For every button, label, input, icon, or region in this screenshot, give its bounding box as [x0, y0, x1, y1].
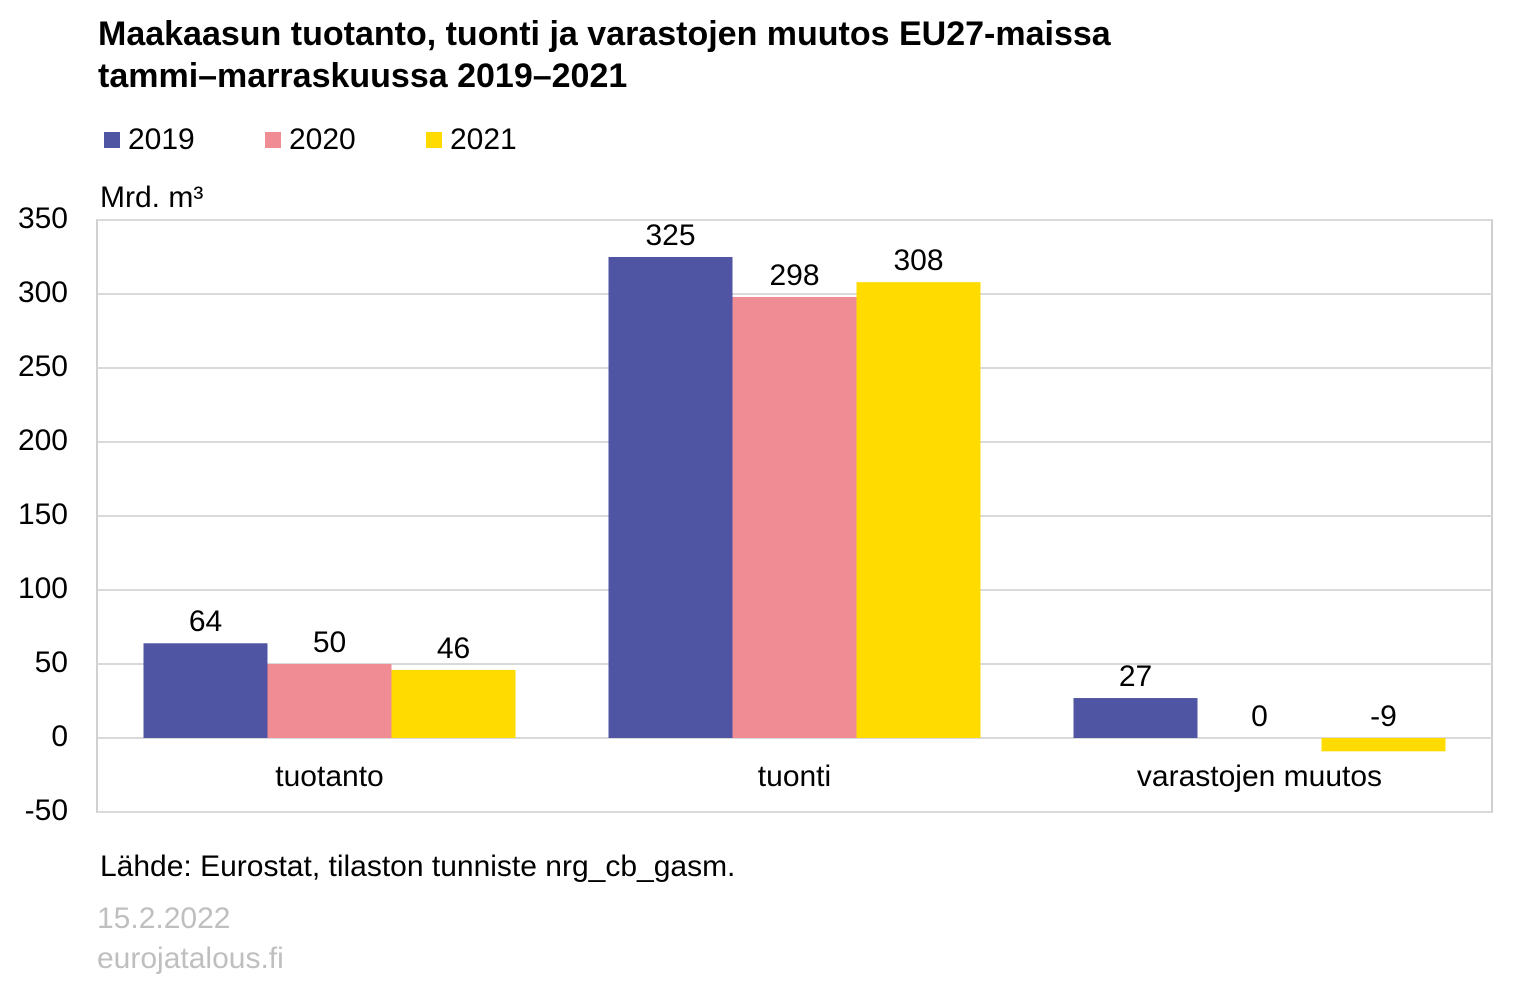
bar	[856, 282, 981, 738]
y-tick-label: 300	[18, 276, 68, 309]
value-label: 64	[189, 605, 222, 638]
y-tick-label: 0	[51, 720, 68, 753]
chart-title: tammi–marraskuussa 2019–2021	[98, 57, 627, 95]
value-label: 50	[313, 626, 346, 659]
bar	[267, 664, 392, 738]
bar	[732, 296, 857, 738]
bar	[1321, 738, 1446, 752]
y-tick-label: 50	[35, 646, 68, 679]
y-axis-label: Mrd. m³	[100, 181, 203, 214]
bar	[143, 643, 268, 738]
value-label: 0	[1251, 700, 1268, 733]
value-label: -9	[1370, 700, 1397, 733]
bar	[391, 669, 516, 738]
legend-label: 2021	[450, 123, 517, 156]
value-label: 308	[893, 244, 943, 277]
y-tick-label: 350	[18, 202, 68, 235]
y-tick-label: 200	[18, 424, 68, 457]
y-tick-label: 150	[18, 498, 68, 531]
chart-title: Maakaasun tuotanto, tuonti ja varastojen…	[98, 15, 1112, 53]
x-tick-label: tuotanto	[275, 760, 383, 793]
value-label: 298	[769, 259, 819, 292]
y-tick-label: 250	[18, 350, 68, 383]
legend-label: 2020	[289, 123, 356, 156]
bar	[1073, 698, 1198, 738]
legend-swatch	[104, 132, 120, 148]
legend-swatch	[426, 132, 442, 148]
y-tick-label: 100	[18, 572, 68, 605]
source: Lähde: Eurostat, tilaston tunniste nrg_c…	[100, 850, 735, 883]
bar	[608, 257, 733, 738]
legend-label: 2019	[128, 123, 195, 156]
x-tick-label: tuonti	[758, 760, 831, 793]
value-label: 46	[437, 632, 470, 665]
date: 15.2.2022	[97, 902, 230, 935]
y-tick-label: -50	[25, 794, 68, 827]
value-label: 27	[1119, 660, 1152, 693]
site: eurojatalous.fi	[97, 942, 284, 975]
legend-swatch	[265, 132, 281, 148]
x-tick-label: varastojen muutos	[1137, 760, 1382, 793]
value-label: 325	[645, 219, 695, 252]
